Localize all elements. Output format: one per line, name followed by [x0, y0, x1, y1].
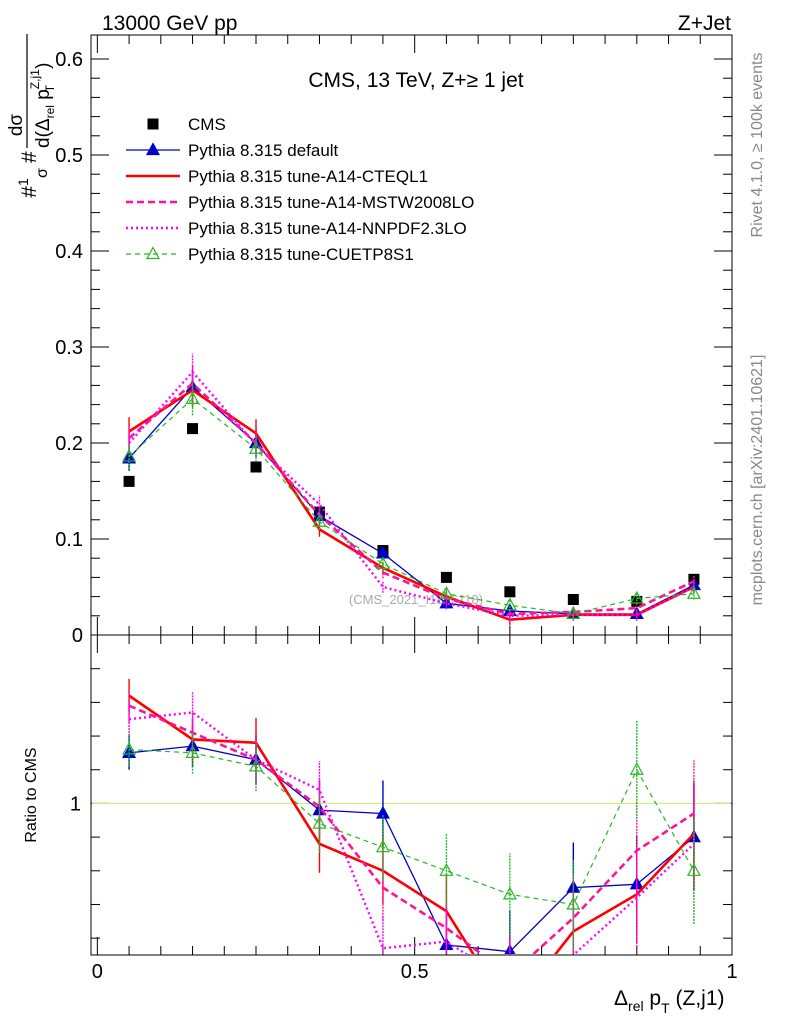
ratio-line-cuetp8s1 — [129, 748, 695, 906]
legend-marker-cuetp8s1 — [145, 246, 161, 260]
marker-cuetp8s1 — [375, 556, 390, 570]
mcplots-label: mcplots.cern.ch [arXiv:2401.10621] — [749, 355, 766, 606]
y-tick-label: 0.2 — [55, 433, 83, 455]
plot-title: CMS, 13 TeV, Z+≥ 1 jet — [308, 69, 523, 92]
marker-cuetp8s1 — [312, 513, 327, 527]
y-label-sigma: σ — [34, 168, 51, 178]
ratio-marker-cuetp8s1 — [248, 758, 264, 772]
ratio-marker-cuetp8s1 — [122, 741, 137, 755]
main-y-axis: 0 0.1 0.2 0.3 0.4 0.5 0.6 — [55, 35, 733, 647]
marker-cuetp8s1 — [248, 441, 264, 454]
y-tick-label: 0.4 — [55, 241, 83, 263]
ratio-marker-default — [122, 745, 137, 758]
legend-label: Pythia 8.315 default — [188, 141, 339, 160]
marker-cuetp8s1 — [629, 590, 644, 604]
series-line-mstw — [128, 381, 695, 616]
ratio-series-group — [92, 678, 731, 954]
legend-label: CMS — [188, 115, 226, 134]
y-label-text: #1 — [15, 178, 41, 198]
cms-data-point — [440, 571, 452, 583]
cms-data-point — [250, 461, 262, 473]
header-right: Z+Jet — [678, 12, 731, 35]
y-label-denominator: d(Δrel pZ,j1T) — [28, 63, 57, 148]
y-tick-label: 0.3 — [55, 337, 83, 359]
y-tick-label: 0.5 — [55, 145, 83, 167]
ratio-marker-cuetp8s1 — [629, 761, 644, 775]
cms-data-point — [123, 475, 135, 487]
rivet-version-label: Rivet 4.1.0, ≥ 100k events — [749, 53, 766, 238]
marker-cuetp8s1 — [185, 391, 200, 404]
legend-label: Pythia 8.315 tune-A14-NNPDF2.3LO — [188, 219, 467, 238]
legend-label: Pythia 8.315 tune-A14-CTEQL1 — [188, 167, 428, 186]
main-series-group — [122, 353, 701, 626]
ratio-line-mstw — [128, 704, 695, 954]
y-label-hash: # — [18, 151, 41, 163]
marker-cuetp8s1 — [439, 585, 454, 599]
series-line-nnpdf — [128, 370, 695, 618]
header-left: 13000 GeV pp — [102, 12, 237, 35]
ratio-marker-default — [375, 805, 390, 819]
cms-data-point — [567, 593, 579, 605]
ratio-marker-cuetp8s1 — [312, 815, 327, 829]
cms-data-point — [631, 595, 643, 607]
ratio-line-cteql1 — [128, 694, 695, 954]
legend-marker-cms — [147, 118, 159, 130]
ratio-marker-cuetp8s1 — [502, 886, 517, 900]
ratio-y-tick-label: 1 — [70, 793, 81, 815]
ratio-panel-frame — [90, 634, 733, 956]
ratio-y-label: Ratio to CMS — [23, 747, 40, 842]
legend-marker-default — [145, 142, 161, 156]
ratio-marker-cuetp8s1 — [439, 863, 454, 876]
y-tick-label: 0.1 — [55, 529, 83, 551]
x-tick-label: 0.5 — [401, 961, 429, 983]
ratio-line-nnpdf — [128, 711, 695, 954]
x-label-text: Δrel pT (Z,j1) — [614, 987, 725, 1016]
ratio-marker-cuetp8s1 — [185, 745, 200, 758]
legend-label: Pythia 8.315 tune-CUETP8S1 — [188, 245, 414, 264]
marker-cuetp8s1 — [566, 606, 581, 619]
main-y-axis-label: #1 σ # dσ d(Δrel pZ,j1T) — [6, 34, 57, 198]
y-tick-label: 0.6 — [55, 49, 83, 71]
y-label-numerator: dσ — [6, 114, 27, 137]
series-line-cuetp8s1 — [128, 398, 694, 615]
marker-cuetp8s1 — [686, 585, 701, 599]
ratio-marker-cuetp8s1 — [375, 839, 390, 853]
x-axis-label: Δrel pT (Z,j1) — [614, 987, 725, 1016]
ratio-marker-cuetp8s1 — [566, 896, 581, 910]
series-line-cteql1 — [128, 388, 695, 621]
cms-data-point — [504, 586, 516, 598]
ratio-marker-cuetp8s1 — [686, 863, 701, 876]
ratio-line-default — [129, 745, 695, 953]
marker-cuetp8s1 — [122, 448, 137, 462]
cms-data-point — [187, 423, 199, 435]
y-tick-label: 0 — [72, 625, 83, 647]
marker-cuetp8s1 — [502, 597, 517, 611]
x-tick-label: 0 — [92, 961, 103, 983]
legend: CMS Pythia 8.315 default Pythia 8.315 tune… — [126, 115, 474, 264]
legend-label: Pythia 8.315 tune-A14-MSTW2008LO — [188, 193, 474, 212]
x-tick-label: 1 — [726, 961, 737, 983]
